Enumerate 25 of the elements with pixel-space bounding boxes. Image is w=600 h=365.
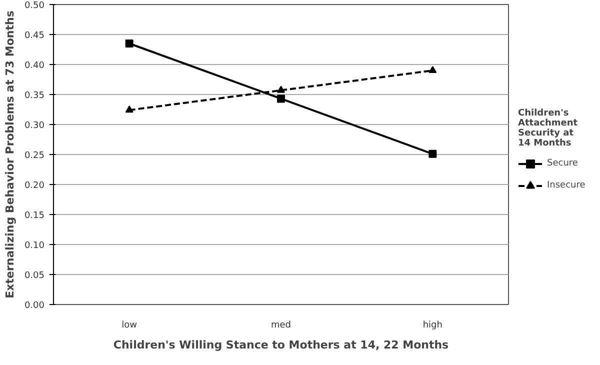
x-tick-label: high — [422, 320, 442, 330]
point — [125, 40, 134, 48]
x-axis-title: Children's Willing Stance to Mothers at 14, 22 Months — [113, 338, 450, 352]
y-tick-label: 0.20 — [24, 181, 45, 191]
y-tick-label: 0.10 — [24, 241, 45, 251]
y-axis-title: Externalizing Behavior Problems at 73 Months — [3, 10, 16, 298]
x-tick-label: low — [122, 320, 138, 330]
y-tick-label: 0.30 — [24, 121, 45, 131]
legend-title: Children's Attachment Security at 14 Months — [518, 108, 579, 148]
y-tick-label: 0.45 — [24, 31, 45, 41]
point — [428, 66, 437, 74]
y-tick-label: 0.15 — [24, 211, 45, 221]
y-tick-label: 0.25 — [24, 151, 45, 161]
y-tick-label: 0.35 — [24, 91, 45, 101]
y-tick-label: 0.00 — [24, 301, 45, 311]
point — [277, 86, 285, 93]
legend-label: Insecure — [547, 180, 586, 190]
legend-label: Secure — [547, 158, 578, 168]
point — [125, 106, 134, 113]
y-tick-label: 0.50 — [24, 1, 45, 11]
point — [277, 94, 285, 103]
point — [428, 150, 437, 158]
x-tick-label: med — [270, 320, 292, 330]
y-tick-label: 0.40 — [24, 61, 45, 71]
y-tick-label: 0.05 — [24, 271, 45, 281]
